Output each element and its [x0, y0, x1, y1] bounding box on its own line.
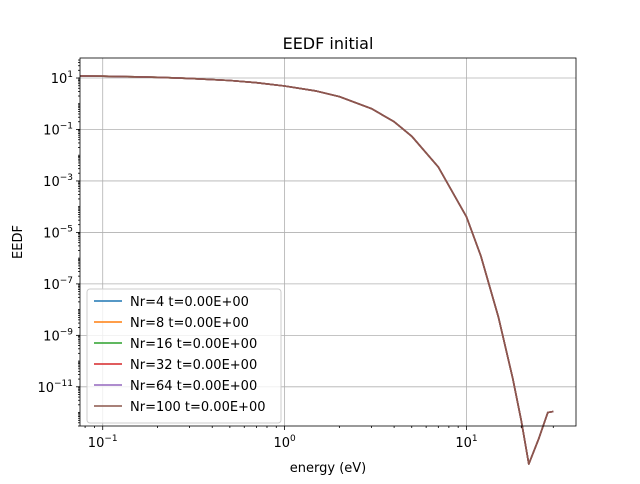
plot-area-frame: [79, 57, 577, 427]
series-layer: [79, 75, 554, 465]
legend: Nr=4 t=0.00E+00 Nr=8 t=0.00E+00 Nr=16 t=0.…: [86, 288, 282, 424]
x-axis-label: energy (eV): [290, 461, 366, 476]
legend-label: Nr=8 t=0.00E+00: [130, 316, 249, 331]
legend-label: Nr=4 t=0.00E+00: [130, 295, 249, 310]
legend-label: Nr=32 t=0.00E+00: [130, 358, 257, 373]
series-line-6: [79, 75, 554, 465]
legend-label: Nr=64 t=0.00E+00: [130, 379, 257, 394]
legend-label: Nr=16 t=0.00E+00: [130, 337, 257, 352]
chart-title: EEDF initial: [283, 34, 374, 53]
legend-label: Nr=100 t=0.00E+00: [130, 400, 266, 415]
y-axis-label: EEDF: [11, 225, 26, 259]
legend-box: [86, 288, 282, 424]
